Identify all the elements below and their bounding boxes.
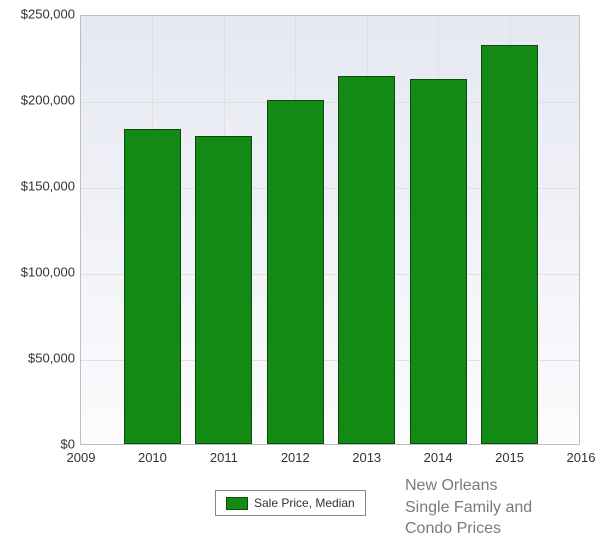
bar xyxy=(124,129,181,444)
caption-line-2: Single Family and xyxy=(405,497,532,519)
legend: Sale Price, Median xyxy=(215,490,366,516)
plot-area: $0$50,000$100,000$150,000$200,000$250,00… xyxy=(80,15,580,445)
bar xyxy=(481,45,538,444)
bar xyxy=(338,76,395,444)
x-tick-label: 2015 xyxy=(495,450,524,465)
caption-line-3: Condo Prices xyxy=(405,518,532,540)
y-tick-label: $250,000 xyxy=(21,7,75,22)
x-tick-label: 2009 xyxy=(67,450,96,465)
x-tick-label: 2013 xyxy=(352,450,381,465)
legend-swatch xyxy=(226,497,248,510)
y-tick-label: $150,000 xyxy=(21,179,75,194)
caption-line-1: New Orleans xyxy=(405,475,532,497)
x-tick-label: 2014 xyxy=(424,450,453,465)
bar xyxy=(410,79,467,444)
legend-label: Sale Price, Median xyxy=(254,496,355,510)
y-tick-label: $50,000 xyxy=(28,351,75,366)
x-tick-label: 2012 xyxy=(281,450,310,465)
y-tick-label: $200,000 xyxy=(21,93,75,108)
bar xyxy=(267,100,324,444)
chart-caption: New Orleans Single Family and Condo Pric… xyxy=(405,475,532,540)
y-tick-label: $100,000 xyxy=(21,265,75,280)
median-sale-price-chart: $0$50,000$100,000$150,000$200,000$250,00… xyxy=(0,0,605,552)
bar xyxy=(195,136,252,444)
x-tick-label: 2011 xyxy=(210,450,238,465)
x-tick-label: 2010 xyxy=(138,450,167,465)
x-tick-label: 2016 xyxy=(567,450,596,465)
